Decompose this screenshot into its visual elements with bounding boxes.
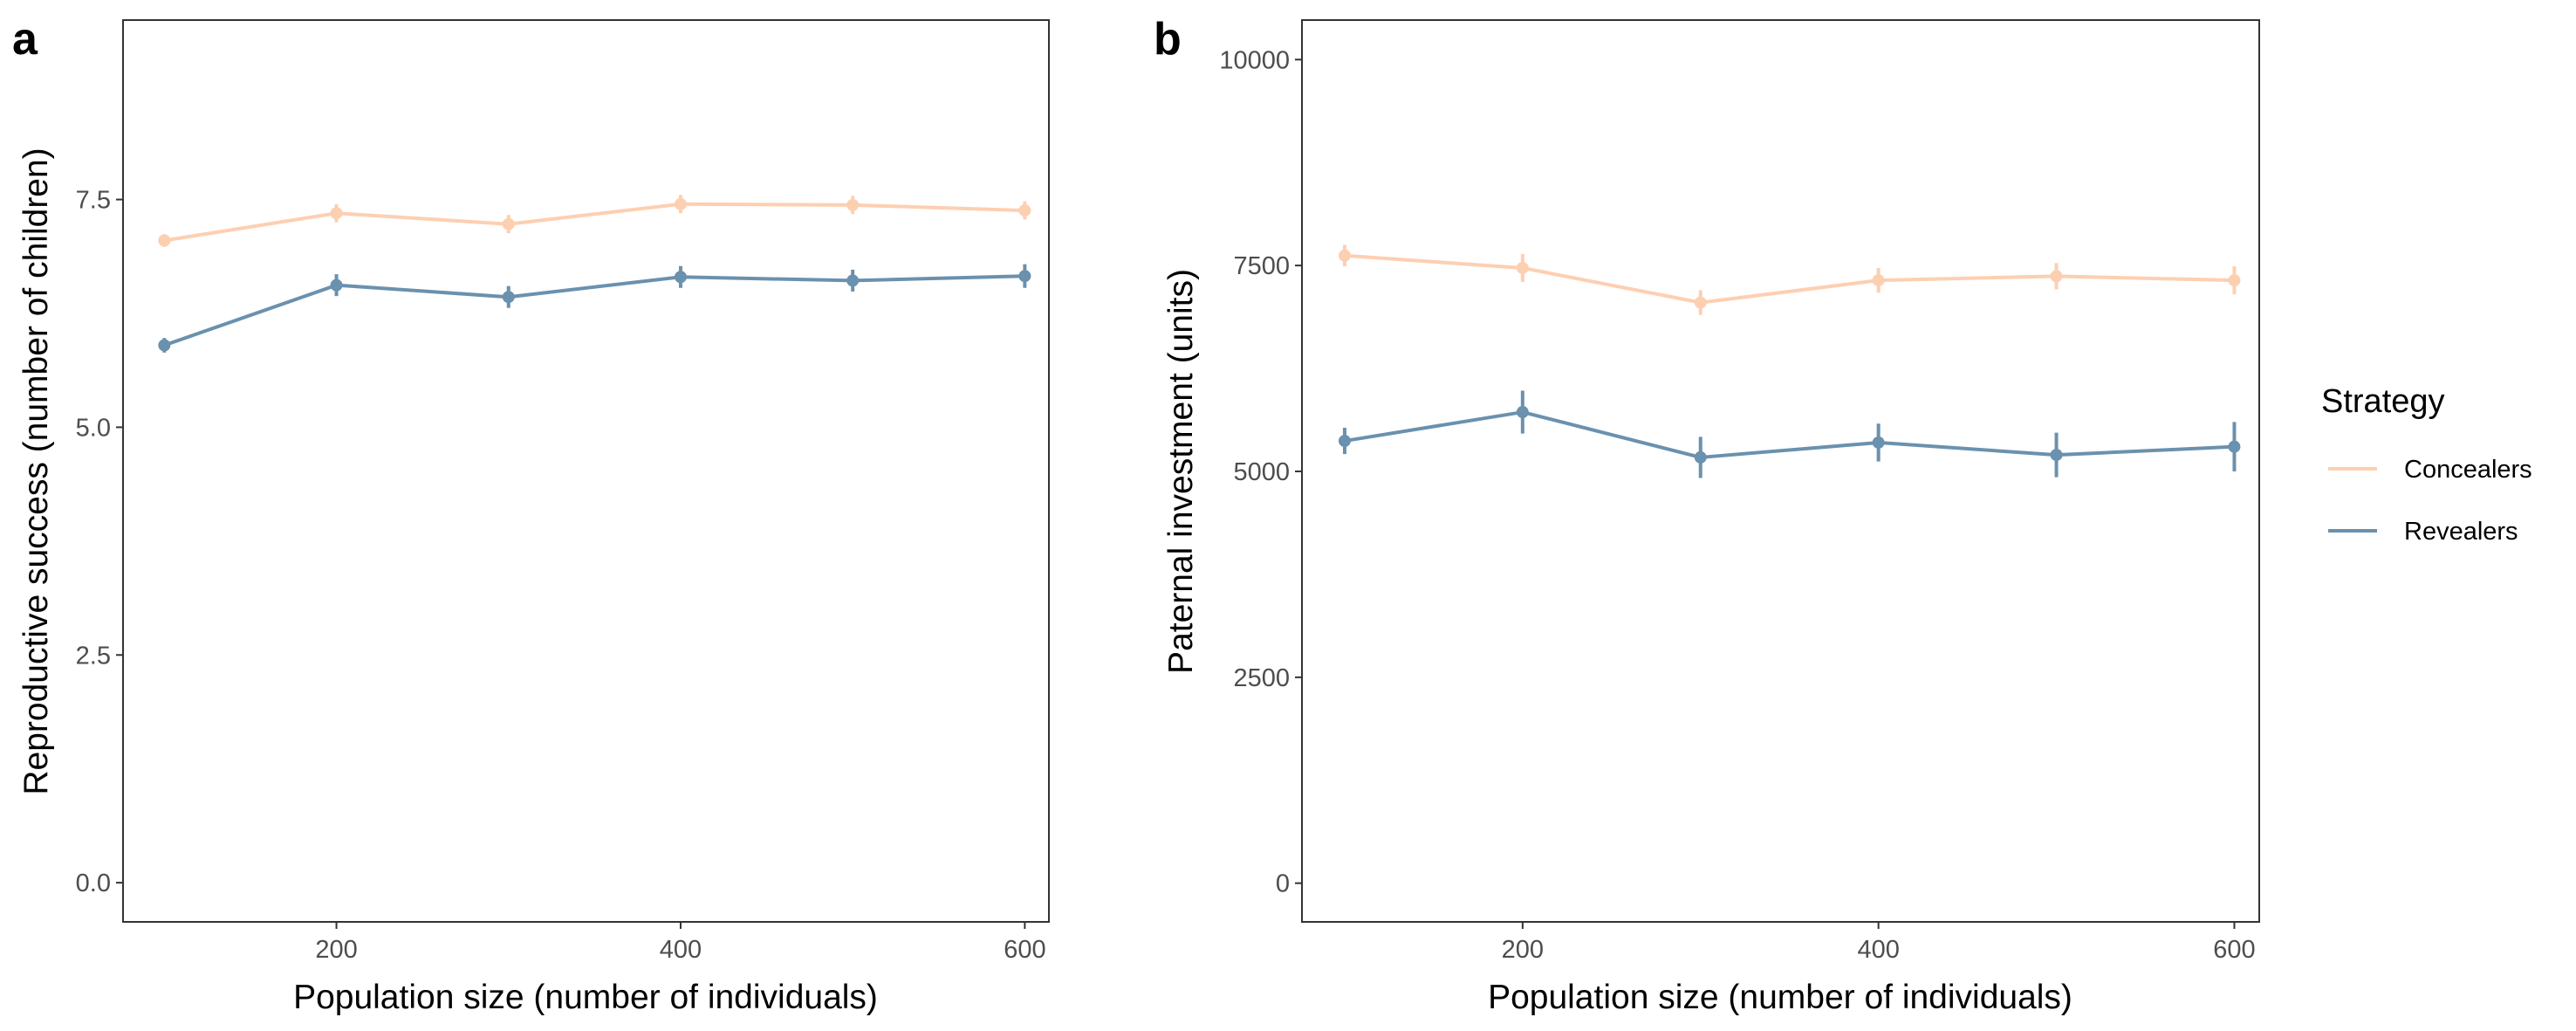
panel-a-y-axis: 0.0 2.5 5.0 7.5 [76,187,123,897]
legend: Strategy Concealers Revealers [2321,383,2532,546]
panel-b-y-axis-title: Paternal investment (units) [1162,269,1200,674]
panel-b-revealers-point [1872,436,1885,449]
panel-b-x-tick-label: 400 [1857,936,1899,964]
panel-a-concealers-point [846,198,860,211]
panel-b-revealers-line [1344,410,2235,459]
panel-b-revealers-point [2050,449,2063,462]
panel-b-x-tick-label: 200 [1502,936,1544,964]
panel-a-letter: a [12,14,38,65]
legend-title: Strategy [2321,383,2445,420]
panel-a-revealers-point [1018,270,1031,283]
panel-b-y-tick-label: 7500 [1233,252,1290,280]
panel-a-y-axis-title: Reproductive success (number of children… [17,148,55,794]
panel-b-plot-border [1301,19,2260,923]
panel-a-revealers-point [846,274,860,287]
panel-a-concealers-point [158,234,171,247]
panel-a-concealers-point [674,197,687,210]
panel-a-concealers-line [164,202,1025,243]
panel-a-plot-border [122,19,1050,923]
panel-b-y-tick-label: 0 [1276,870,1290,898]
panel-b-x-axis: 200 400 600 [1502,922,2256,964]
panel-a-revealers-line [163,274,1025,347]
panel-b-concealers-point [1694,296,1707,309]
panel-a-y-tick-label: 2.5 [76,642,111,670]
panel-b-revealers-point [1516,406,1529,419]
panel-a-series [158,195,1031,353]
legend-label-revealers: Revealers [2404,518,2518,546]
panel-a-x-tick-label: 200 [315,936,357,964]
panel-b-x-tick-label: 600 [2213,936,2255,964]
panel-a-revealers-point [502,291,515,304]
panel-b-y-tick-label: 10000 [1219,46,1290,74]
panel-a-revealers-point [674,271,687,284]
panel-b-revealers-point [1694,450,1707,464]
panel-b-concealers-point [1338,249,1351,262]
panel-a-y-tick-label: 5.0 [76,414,111,442]
panel-a-concealers-point [330,207,343,220]
panel-a-y-tick-label: 7.5 [76,187,111,215]
panel-b-concealers-point [1516,261,1529,274]
panel-b-revealers-point [1338,435,1351,448]
panel-b-x-axis-title: Population size (number of individuals) [1488,979,2072,1016]
panel-b-letter: b [1154,14,1182,65]
panel-b-concealers-line [1344,253,2235,305]
panel-b-concealers-point [2050,270,2063,283]
panel-b-concealers-point [1872,274,1885,287]
panel-a-x-tick-label: 600 [1004,936,1045,964]
panel-b-concealers-point [2228,274,2241,287]
panel-a-x-axis: 200 400 600 [315,922,1046,964]
panel-a: a 0.0 2.5 5.0 7.5 200 400 600 Population size… [12,14,1050,1016]
panel-a-concealers-point [1018,204,1031,217]
panel-a-x-tick-label: 400 [660,936,702,964]
panel-a-revealers-point [158,339,171,352]
panel-b-y-tick-label: 2500 [1233,664,1290,692]
panel-a-x-axis-title: Population size (number of individuals) [293,979,878,1016]
panel-b-y-axis: 0 2500 5000 7500 10000 [1219,46,1302,898]
panel-a-revealers-point [330,278,343,292]
legend-item-concealers: Concealers [2328,456,2532,484]
panel-b-revealers-point [2228,440,2241,453]
panel-b-y-tick-label: 5000 [1233,458,1290,486]
panel-b: b 0 2500 5000 7500 10000 200 400 600 Populatio… [1154,14,2260,1016]
panel-a-y-tick-label: 0.0 [76,869,111,897]
panel-a-concealers-point [502,217,515,230]
panel-b-series [1338,244,2241,478]
legend-item-revealers: Revealers [2328,518,2518,546]
legend-label-concealers: Concealers [2404,456,2532,484]
